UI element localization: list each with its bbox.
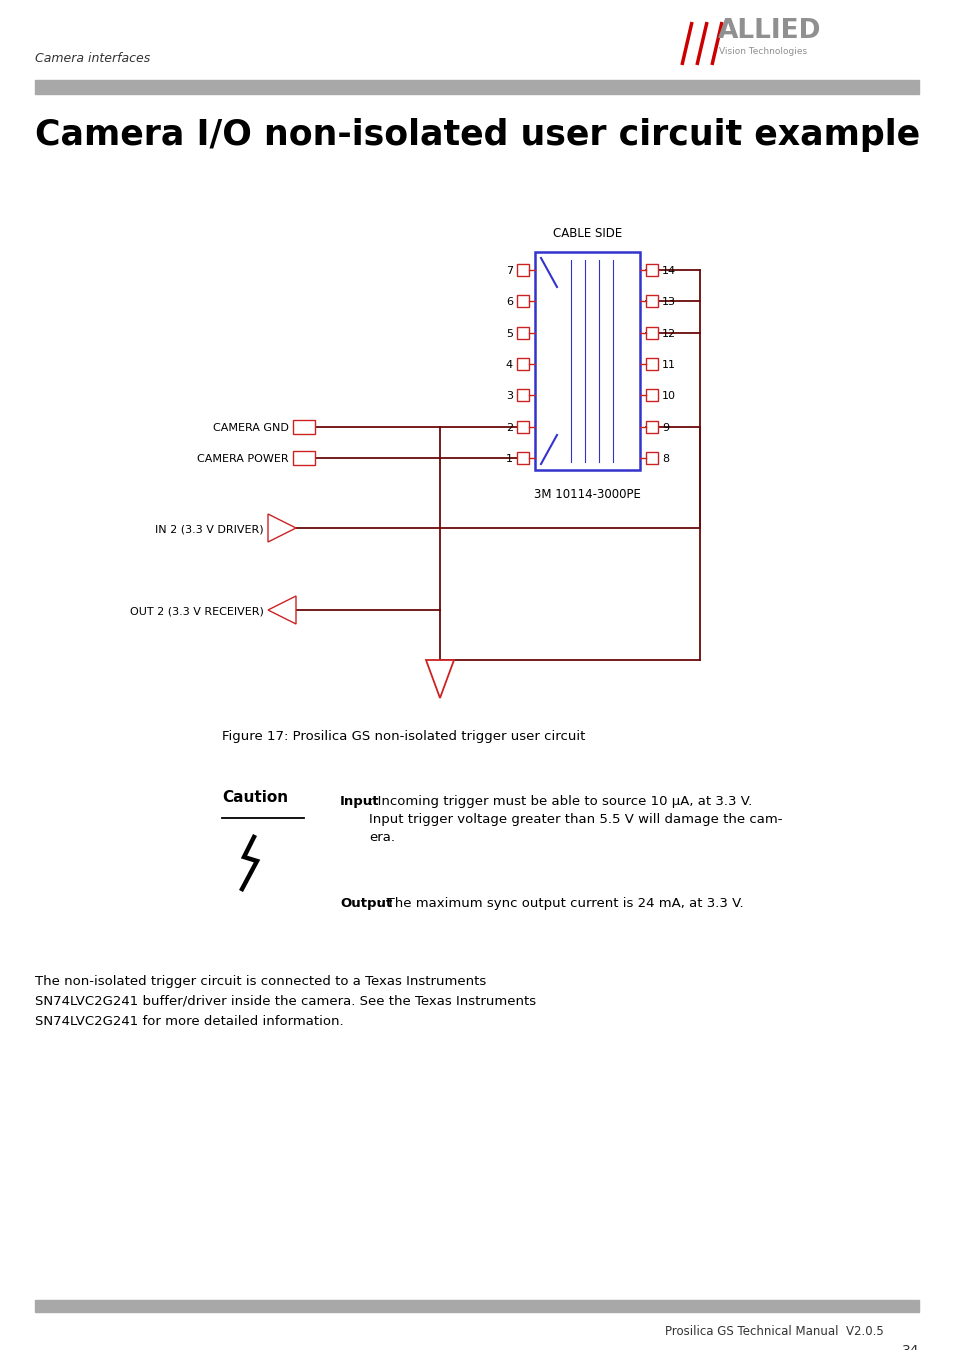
Text: : Incoming trigger must be able to source 10 μA, at 3.3 V.
Input trigger voltage: : Incoming trigger must be able to sourc… [369, 795, 781, 844]
Text: Vision Technologies: Vision Technologies [719, 47, 806, 55]
Text: 13: 13 [661, 297, 676, 308]
Text: 7: 7 [505, 266, 513, 275]
Bar [517, 452, 529, 464]
Text: CAMERA POWER: CAMERA POWER [197, 454, 289, 464]
Bar [645, 389, 658, 401]
Text: SN74LVC2G241 buffer/driver inside the camera. See the Texas Instruments: SN74LVC2G241 buffer/driver inside the ca… [35, 995, 536, 1008]
Polygon shape [268, 595, 295, 624]
Text: 3: 3 [505, 392, 513, 401]
Bar [645, 265, 658, 275]
Bar [35, 1300, 918, 1312]
Text: 3M 10114-3000PE: 3M 10114-3000PE [534, 487, 640, 501]
Text: 8: 8 [661, 454, 668, 464]
Bar [293, 420, 314, 433]
Text: Figure 17: Prosilica GS non-isolated trigger user circuit: Figure 17: Prosilica GS non-isolated tri… [222, 730, 585, 742]
Text: CAMERA GND: CAMERA GND [213, 423, 289, 432]
Bar [645, 296, 658, 308]
Bar [517, 389, 529, 401]
Text: 34: 34 [901, 1345, 918, 1350]
Text: : The maximum sync output current is 24 mA, at 3.3 V.: : The maximum sync output current is 24 … [377, 896, 742, 910]
Text: Camera I/O non-isolated user circuit example: Camera I/O non-isolated user circuit exa… [35, 117, 919, 153]
Bar [645, 421, 658, 432]
Text: 12: 12 [661, 328, 676, 339]
Bar [517, 327, 529, 339]
Text: CABLE SIDE: CABLE SIDE [553, 227, 621, 240]
Text: Prosilica GS Technical Manual  V2.0.5: Prosilica GS Technical Manual V2.0.5 [664, 1324, 883, 1338]
Text: 2: 2 [505, 423, 513, 432]
Bar [517, 265, 529, 275]
Text: 14: 14 [661, 266, 676, 275]
Polygon shape [268, 514, 295, 541]
Bar [645, 327, 658, 339]
Polygon shape [426, 660, 454, 698]
Text: ALLIED: ALLIED [718, 18, 821, 45]
Text: IN 2 (3.3 V DRIVER): IN 2 (3.3 V DRIVER) [155, 524, 264, 535]
Bar [645, 452, 658, 464]
Text: Input: Input [339, 795, 379, 809]
Text: OUT 2 (3.3 V RECEIVER): OUT 2 (3.3 V RECEIVER) [130, 606, 264, 616]
Text: 1: 1 [505, 454, 513, 464]
Text: Output: Output [339, 896, 392, 910]
Bar [517, 296, 529, 308]
Text: Camera interfaces: Camera interfaces [35, 53, 150, 65]
Bar [535, 252, 639, 470]
Text: SN74LVC2G241 for more detailed information.: SN74LVC2G241 for more detailed informati… [35, 1015, 343, 1027]
Bar [517, 421, 529, 432]
Text: 6: 6 [505, 297, 513, 308]
Text: 11: 11 [661, 360, 676, 370]
Text: Caution: Caution [222, 790, 288, 805]
Bar [517, 358, 529, 370]
Bar [35, 80, 918, 94]
Bar [293, 451, 314, 464]
Text: 10: 10 [661, 392, 676, 401]
Text: 5: 5 [505, 328, 513, 339]
Bar [645, 358, 658, 370]
Text: 4: 4 [505, 360, 513, 370]
Text: The non-isolated trigger circuit is connected to a Texas Instruments: The non-isolated trigger circuit is conn… [35, 975, 486, 988]
Text: 9: 9 [661, 423, 668, 432]
